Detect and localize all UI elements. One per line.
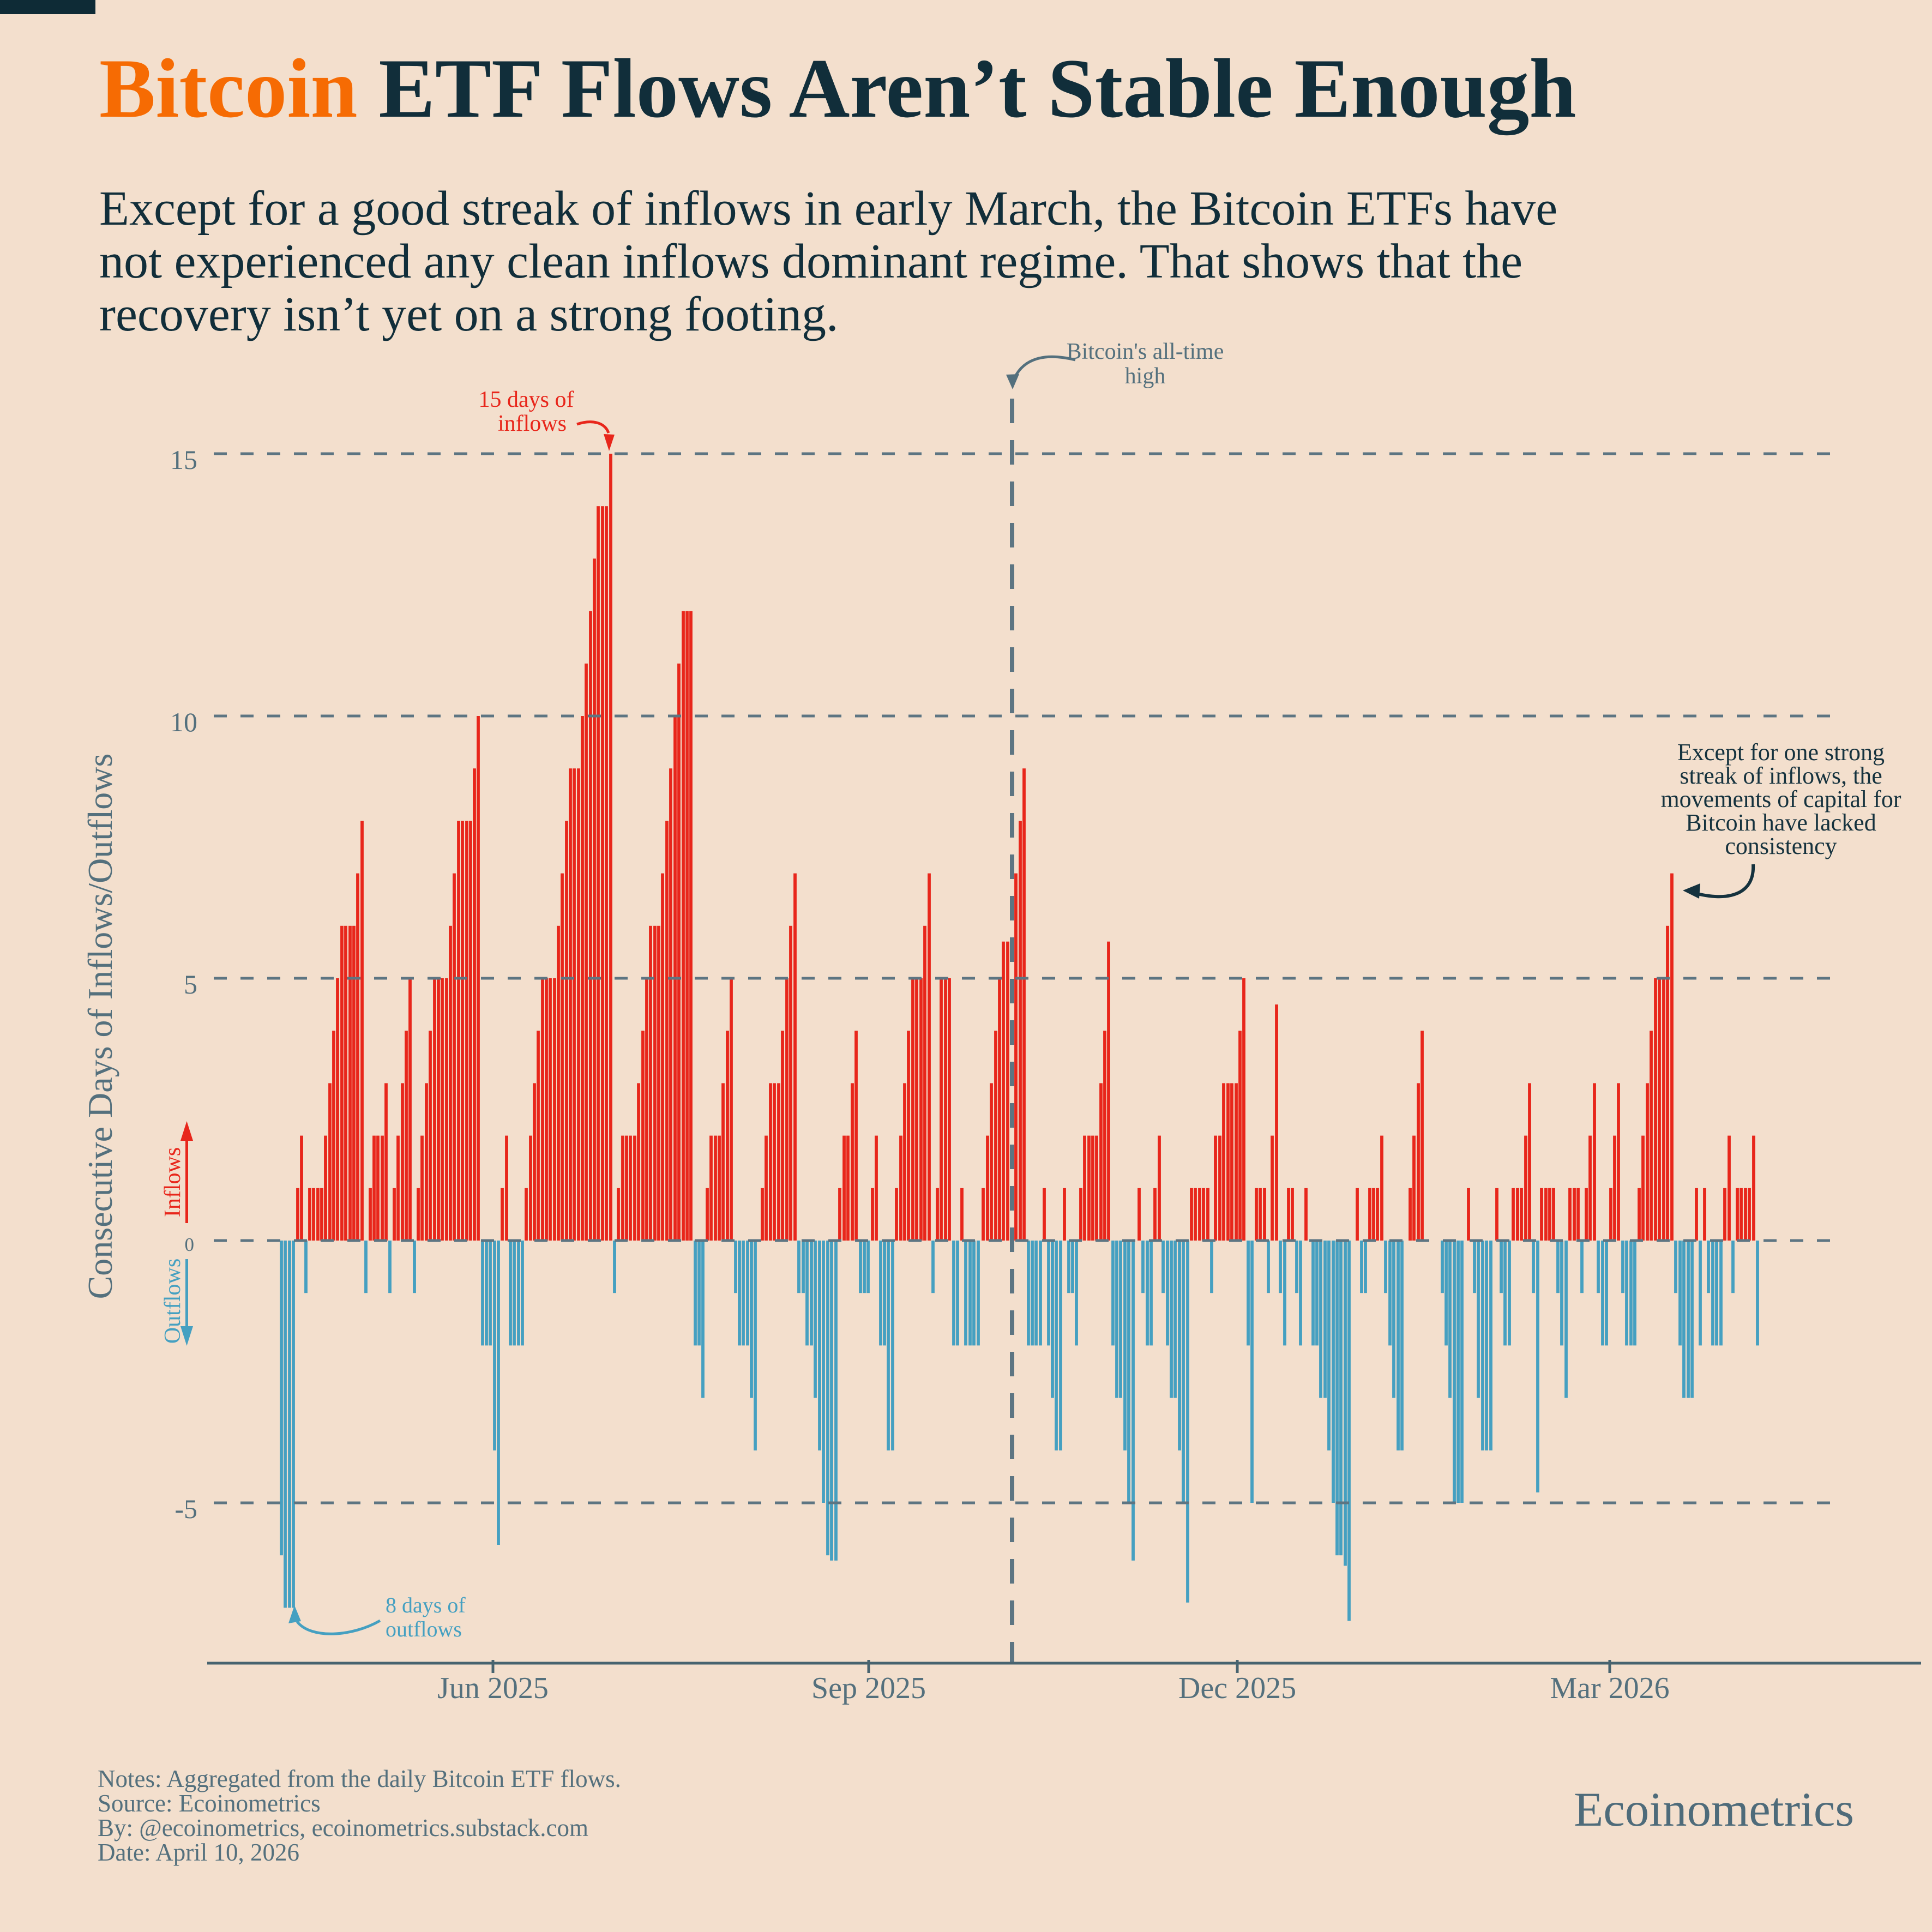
svg-text:0: 0: [185, 1234, 195, 1255]
svg-text:Date: April 10, 2026: Date: April 10, 2026: [98, 1839, 299, 1866]
svg-text:Bitcoin have lacked: Bitcoin have lacked: [1686, 809, 1876, 836]
svg-text:movements of capital for: movements of capital for: [1660, 786, 1901, 812]
svg-text:consistency: consistency: [1725, 833, 1837, 859]
svg-text:Consecutive Days of Inflows/Ou: Consecutive Days of Inflows/Outflows: [81, 754, 119, 1299]
svg-text:5: 5: [184, 969, 197, 1000]
svg-text:Sep 2025: Sep 2025: [811, 1671, 926, 1705]
svg-text:recovery isn’t yet on a strong: recovery isn’t yet on a strong footing.: [99, 287, 839, 341]
svg-text:15: 15: [170, 444, 197, 475]
svg-text:Source: Ecoinometrics: Source: Ecoinometrics: [98, 1790, 321, 1817]
svg-text:outflows: outflows: [386, 1617, 462, 1641]
svg-text:Ecoinometrics: Ecoinometrics: [1574, 1783, 1854, 1837]
svg-text:streak of inflows, the: streak of inflows, the: [1680, 762, 1882, 789]
svg-text:Dec 2025: Dec 2025: [1178, 1671, 1296, 1705]
svg-text:8 days of: 8 days of: [386, 1593, 466, 1617]
svg-text:By: @ecoinometrics, ecoinometr: By: @ecoinometrics, ecoinometrics.substa…: [98, 1814, 588, 1841]
svg-text:Notes: Aggregated from the dai: Notes: Aggregated from the daily Bitcoin…: [98, 1765, 621, 1792]
svg-text:-5: -5: [174, 1494, 197, 1524]
svg-text:not experienced any clean infl: not experienced any clean inflows domina…: [99, 234, 1522, 288]
svg-text:inflows: inflows: [498, 411, 567, 436]
svg-text:Inflows: Inflows: [160, 1147, 185, 1217]
svg-text:Bitcoin ETF Flows Aren’t Stabl: Bitcoin ETF Flows Aren’t Stable Enough: [99, 41, 1576, 135]
svg-text:10: 10: [170, 707, 197, 737]
svg-text:Except for one strong: Except for one strong: [1677, 739, 1885, 766]
svg-text:Except for a good streak of in: Except for a good streak of inflows in e…: [99, 182, 1557, 236]
svg-text:Outflows: Outflows: [160, 1259, 185, 1344]
svg-text:high: high: [1125, 364, 1166, 389]
svg-text:15 days of: 15 days of: [479, 387, 574, 412]
svg-text:Jun 2025: Jun 2025: [437, 1671, 549, 1705]
svg-text:Mar 2026: Mar 2026: [1550, 1671, 1669, 1705]
svg-text:Bitcoin's all-time: Bitcoin's all-time: [1067, 339, 1224, 364]
